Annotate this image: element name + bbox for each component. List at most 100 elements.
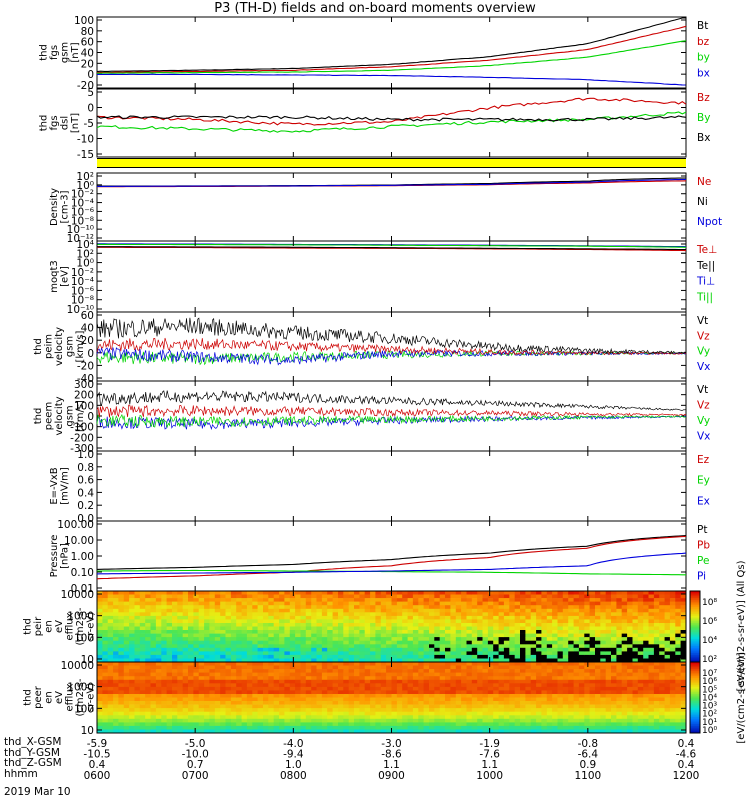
spectrogram-cell xyxy=(284,672,291,677)
spectrogram-cell xyxy=(493,612,499,617)
spectrogram-cell xyxy=(653,679,660,684)
spectrogram-cell xyxy=(407,722,414,727)
spectrogram-cell xyxy=(605,694,612,698)
spectrogram-cell xyxy=(172,608,178,613)
spectrogram-cell xyxy=(273,725,280,730)
spectrogram-cell xyxy=(198,640,205,645)
spectrogram-cell xyxy=(653,725,660,730)
spectrogram-cell xyxy=(503,662,510,666)
spectrogram-cell xyxy=(279,605,285,610)
spectrogram-cell xyxy=(166,704,173,709)
spectrogram-cell xyxy=(439,612,446,617)
spectrogram-cell xyxy=(375,697,382,702)
spectrogram-cell xyxy=(632,647,639,652)
legend-Pe: Pe xyxy=(697,555,709,567)
spectrogram-cell xyxy=(177,711,184,716)
spectrogram-cell xyxy=(182,704,189,709)
spectrogram-cell xyxy=(198,690,205,695)
spectrogram-cell xyxy=(230,633,237,638)
spectrogram-cell xyxy=(434,640,441,645)
colorbar-step xyxy=(690,677,700,681)
spectrogram-cell xyxy=(680,601,687,606)
spectrogram-cell xyxy=(450,704,457,709)
spectrogram-cell xyxy=(354,662,360,666)
spectrogram-cell xyxy=(295,654,301,659)
colorbar-step xyxy=(690,624,700,627)
spectrogram-cell xyxy=(520,644,526,649)
spectrogram-cell xyxy=(161,686,168,691)
spectrogram-cell xyxy=(252,697,259,702)
spectrogram-cell xyxy=(161,626,168,631)
spectrogram-cell xyxy=(289,644,296,649)
spectrogram-cell xyxy=(204,679,210,684)
spectrogram-cell xyxy=(477,679,483,684)
spectrogram-cell xyxy=(348,665,355,670)
spectrogram-cell xyxy=(289,637,296,641)
spectrogram-cell xyxy=(407,701,414,705)
spectrogram-cell xyxy=(113,704,119,709)
spectrogram-cell xyxy=(279,729,285,734)
spectrogram-cell xyxy=(123,708,130,712)
spectrogram-cell xyxy=(557,591,564,595)
spectrogram-cell xyxy=(155,722,162,727)
spectrogram-cell xyxy=(370,676,376,681)
spectrogram-cell xyxy=(669,658,676,663)
spectrogram-cell xyxy=(653,711,660,716)
spectrogram-cell xyxy=(471,722,478,727)
spectrogram-cell xyxy=(680,598,687,602)
spectrogram-cell xyxy=(439,647,446,652)
spectrogram-cell xyxy=(461,697,467,702)
spectrogram-cell xyxy=(123,658,130,663)
spectrogram-cell xyxy=(113,644,119,649)
spectrogram-cell xyxy=(407,626,414,631)
spectrogram-cell xyxy=(246,615,253,620)
spectrogram-cell xyxy=(246,711,253,716)
spectrogram-cell xyxy=(605,626,612,631)
spectrogram-cell xyxy=(423,605,430,610)
spectrogram-cell xyxy=(632,701,639,705)
spectrogram-cell xyxy=(370,694,376,698)
spectrogram-cell xyxy=(525,701,532,705)
spectrogram-cell xyxy=(616,630,623,634)
spectrogram-cell xyxy=(214,676,221,681)
spectrogram-cell xyxy=(145,725,151,730)
spectrogram-cell xyxy=(637,615,644,620)
spectrogram-cell xyxy=(386,619,392,624)
spectrogram-cell xyxy=(520,608,526,613)
spectrogram-cell xyxy=(375,662,382,666)
spectrogram-cell xyxy=(305,701,312,705)
spectrogram-cell xyxy=(182,623,189,627)
spectrogram-cell xyxy=(134,690,141,695)
spectrogram-cell xyxy=(375,672,382,677)
colorbar-step xyxy=(690,610,700,613)
spectrogram-cell xyxy=(407,686,414,691)
spectrogram-cell xyxy=(429,594,435,599)
spectrogram-cell xyxy=(102,704,109,709)
spectrogram-cell xyxy=(605,679,612,684)
spectrogram-cell xyxy=(209,640,216,645)
spectrogram-cell xyxy=(263,605,269,610)
spectrogram-cell xyxy=(204,612,210,617)
spectrogram-cell xyxy=(525,608,532,613)
spectrogram-cell xyxy=(198,594,205,599)
spectrogram-cell xyxy=(611,701,617,705)
spectrogram-cell xyxy=(268,679,275,684)
spectrogram-cell xyxy=(605,718,612,723)
spectrogram-cell xyxy=(439,708,446,712)
spectrogram-cell xyxy=(429,701,435,705)
spectrogram-cell xyxy=(118,683,125,688)
spectrogram-cell xyxy=(279,608,285,613)
spectrogram-cell xyxy=(637,633,644,638)
spectrogram-cell xyxy=(97,708,103,712)
spectrogram-cell xyxy=(589,665,596,670)
spectrogram-cell xyxy=(150,718,157,723)
spectrogram-cell xyxy=(514,651,521,656)
spectrogram-cell xyxy=(605,676,612,681)
spectrogram-cell xyxy=(471,605,478,610)
spectrogram-cell xyxy=(204,694,210,698)
spectrogram-cell xyxy=(391,697,398,702)
spectrogram-cell xyxy=(123,676,130,681)
spectrogram-cell xyxy=(230,715,237,720)
spectrogram-cell xyxy=(364,626,371,631)
spectrogram-cell xyxy=(102,633,109,638)
